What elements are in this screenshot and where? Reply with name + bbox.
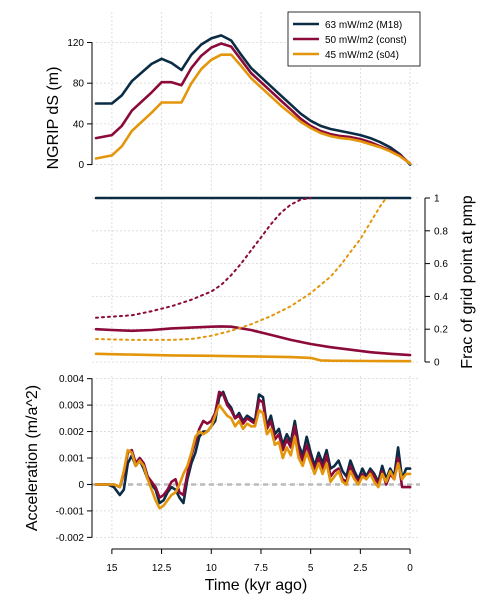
y-axis-title-bottom: Acceleration (m/a^2) [24, 385, 41, 531]
y-tick-label: 40 [73, 119, 85, 130]
panel-bottom-acceleration: -0.002 -0.001 0 0.001 0.002 0.003 0.004 [56, 374, 420, 544]
series-line-45-mw-m2-s04 [94, 53, 412, 165]
y-tick-label: 0.6 [434, 259, 448, 270]
y-axis-title-middle: Frac of grid point at pmp [459, 195, 476, 369]
y-tick-label: 80 [73, 79, 85, 90]
y-axis-title-top: NGRIP dS (m) [45, 67, 62, 170]
x-tick-label: 15 [106, 563, 118, 574]
series-line-45-mw-m2-s04-dotted [95, 197, 388, 341]
y-tick-label: 0 [78, 160, 84, 171]
x-tick-label: 0 [407, 563, 413, 574]
series-line-50-mw-m2-const-dotted [95, 197, 312, 319]
x-tick-label: 7.5 [254, 563, 268, 574]
series-line-63-mw-m2-m18 [94, 34, 412, 166]
x-axis-title: Time (kyr ago) [205, 577, 308, 594]
y-tick-label: 0 [78, 480, 84, 491]
series-line-45-mw-m2-s04 [94, 352, 412, 363]
panel-middle-frac-pmp: 0 0.2 0.4 0.6 0.8 1 [92, 194, 448, 369]
legend-label-s04: 45 mW/m2 (s04) [325, 50, 399, 61]
y-tick-label: 0 [434, 358, 440, 369]
y-tick-label: 0.4 [434, 292, 448, 303]
y-tick-label: 0.2 [434, 325, 448, 336]
x-tick-label: 12.5 [152, 563, 172, 574]
y-tick-label: 0.004 [59, 374, 84, 385]
legend: 63 mW/m2 (M18) 50 mW/m2 (const) 45 mW/m2… [287, 11, 421, 67]
y-tick-label: 120 [67, 38, 84, 49]
series-line-50-mw-m2-const [94, 42, 412, 165]
y-tick-label: 0.002 [59, 427, 84, 438]
y-tick-label: 0.001 [59, 454, 84, 465]
y-tick-label: -0.002 [56, 533, 85, 544]
x-tick-label: 10 [206, 563, 218, 574]
x-axis: 15 12.5 10 7.5 5 2.5 0 [106, 548, 413, 574]
legend-label-const: 50 mW/m2 (const) [325, 35, 407, 46]
series-line-50-mw-m2-const [94, 390, 412, 499]
series-line-50-mw-m2-const [94, 325, 412, 357]
y-tick-label: 0.8 [434, 226, 448, 237]
series-line-45-mw-m2-s04 [94, 403, 412, 510]
x-tick-label: 5 [308, 563, 314, 574]
y-tick-label: 0.003 [59, 401, 84, 412]
y-tick-label: -0.001 [56, 506, 85, 517]
legend-label-m18: 63 mW/m2 (M18) [325, 20, 402, 31]
y-tick-label: 1 [434, 194, 440, 205]
x-tick-label: 2.5 [353, 563, 367, 574]
series-line-63-mw-m2-m18 [94, 390, 412, 505]
